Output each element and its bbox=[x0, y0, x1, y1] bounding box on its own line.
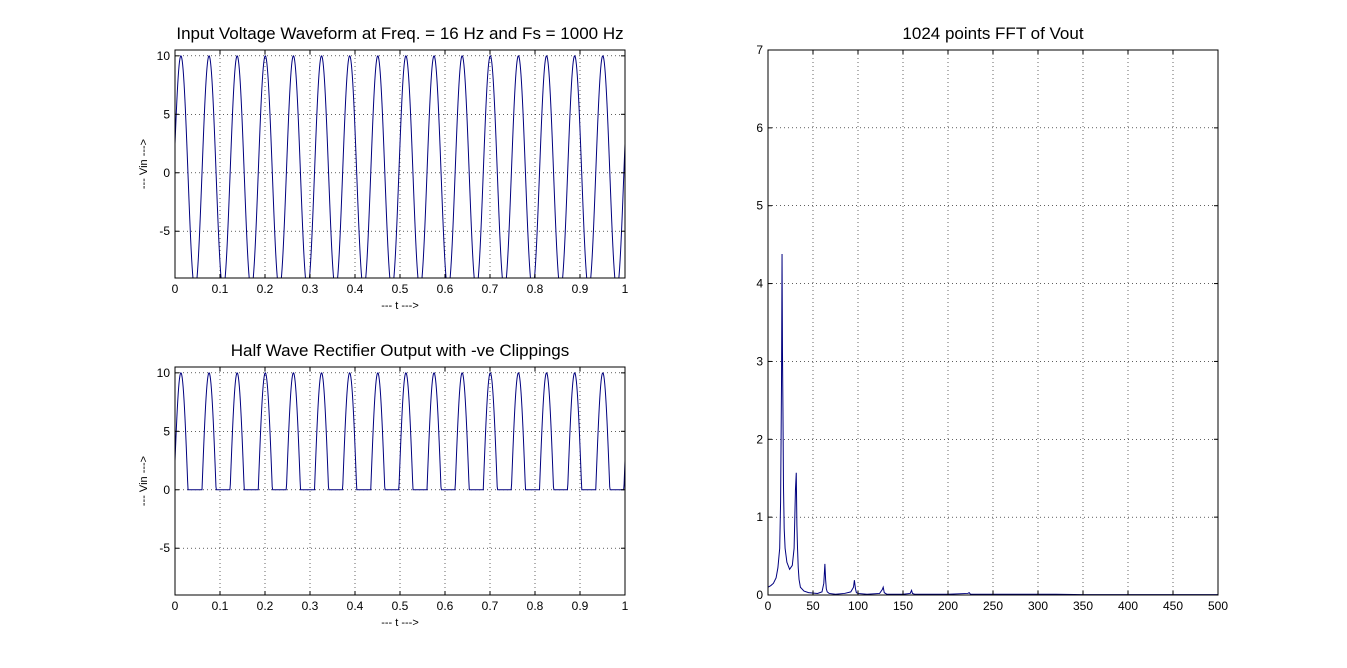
x-tick-label: 0.4 bbox=[347, 599, 364, 613]
x-tick-label: 0.5 bbox=[392, 599, 409, 613]
y-tick-label: 0 bbox=[163, 166, 170, 180]
y-tick-label: 7 bbox=[756, 43, 763, 57]
y-tick-label: -5 bbox=[159, 224, 170, 238]
x-tick-label: 0.4 bbox=[347, 282, 364, 296]
y-axis-label: --- Vin ---> bbox=[138, 139, 150, 189]
x-tick-label: 0.5 bbox=[392, 282, 409, 296]
y-tick-label: 4 bbox=[756, 277, 763, 291]
y-axis-label: --- Vin ---> bbox=[138, 456, 150, 506]
x-tick-label: 0.3 bbox=[302, 599, 319, 613]
x-axis-label: --- t ---> bbox=[381, 617, 419, 629]
x-tick-label: 0.3 bbox=[302, 282, 319, 296]
chart-title: 1024 points FFT of Vout bbox=[902, 24, 1083, 43]
x-tick-label: 50 bbox=[806, 599, 820, 613]
series-line-vin-0 bbox=[175, 55, 625, 278]
y-tick-label: 0 bbox=[756, 588, 763, 602]
y-tick-label: 5 bbox=[163, 107, 170, 121]
x-tick-label: 100 bbox=[848, 599, 868, 613]
x-tick-label: 0.9 bbox=[572, 599, 589, 613]
x-tick-label: 0 bbox=[172, 282, 179, 296]
x-tick-label: 0.9 bbox=[572, 282, 589, 296]
x-tick-label: 0.1 bbox=[212, 599, 229, 613]
x-axis-label: --- t ---> bbox=[381, 300, 419, 312]
x-tick-label: 0.7 bbox=[482, 282, 499, 296]
x-tick-label: 1 bbox=[622, 282, 629, 296]
x-tick-label: 0 bbox=[765, 599, 772, 613]
chart-title: Half Wave Rectifier Output with -ve Clip… bbox=[231, 341, 570, 360]
x-tick-label: 0.6 bbox=[437, 282, 454, 296]
x-tick-label: 150 bbox=[893, 599, 913, 613]
y-tick-label: 0 bbox=[163, 483, 170, 497]
y-tick-label: 10 bbox=[157, 49, 171, 63]
y-tick-label: -5 bbox=[159, 541, 170, 555]
x-tick-label: 0.8 bbox=[527, 282, 544, 296]
chart-title: Input Voltage Waveform at Freq. = 16 Hz … bbox=[176, 24, 623, 43]
x-tick-label: 250 bbox=[983, 599, 1003, 613]
subplot-vin: 0 0.1 0.2 0.3 0.4 0.5 0.6 0.7 0.8 0.9 1 -5 0 5 10 Input… bbox=[138, 24, 629, 312]
series-line-fft-0 bbox=[768, 253, 1218, 595]
y-tick-label: 5 bbox=[163, 424, 170, 438]
x-tick-label: 300 bbox=[1028, 599, 1048, 613]
x-tick-label: 1 bbox=[622, 599, 629, 613]
subplot-vout: 0 0.1 0.2 0.3 0.4 0.5 0.6 0.7 0.8 0.9 1 -5 0 5 10 Half … bbox=[138, 341, 629, 629]
x-tick-label: 0.2 bbox=[257, 599, 274, 613]
x-tick-label: 0.2 bbox=[257, 282, 274, 296]
subplot-fft: 0 50 100 150 200 250 300 350 400 450 500 0 1 2 3 4 5 6 7 10… bbox=[756, 24, 1228, 613]
x-tick-label: 350 bbox=[1073, 599, 1093, 613]
x-tick-label: 0.8 bbox=[527, 599, 544, 613]
x-tick-label: 0.1 bbox=[212, 282, 229, 296]
y-tick-label: 5 bbox=[756, 199, 763, 213]
y-tick-label: 6 bbox=[756, 121, 763, 135]
y-tick-label: 10 bbox=[157, 366, 171, 380]
x-tick-label: 0.6 bbox=[437, 599, 454, 613]
x-tick-label: 200 bbox=[938, 599, 958, 613]
x-tick-label: 400 bbox=[1118, 599, 1138, 613]
x-tick-label: 500 bbox=[1208, 599, 1228, 613]
x-tick-label: 0.7 bbox=[482, 599, 499, 613]
y-tick-label: 3 bbox=[756, 354, 763, 368]
x-tick-label: 0 bbox=[172, 599, 179, 613]
y-tick-label: 2 bbox=[756, 432, 763, 446]
series-line-vout-0 bbox=[175, 372, 625, 491]
x-tick-label: 450 bbox=[1163, 599, 1183, 613]
y-tick-label: 1 bbox=[756, 510, 763, 524]
